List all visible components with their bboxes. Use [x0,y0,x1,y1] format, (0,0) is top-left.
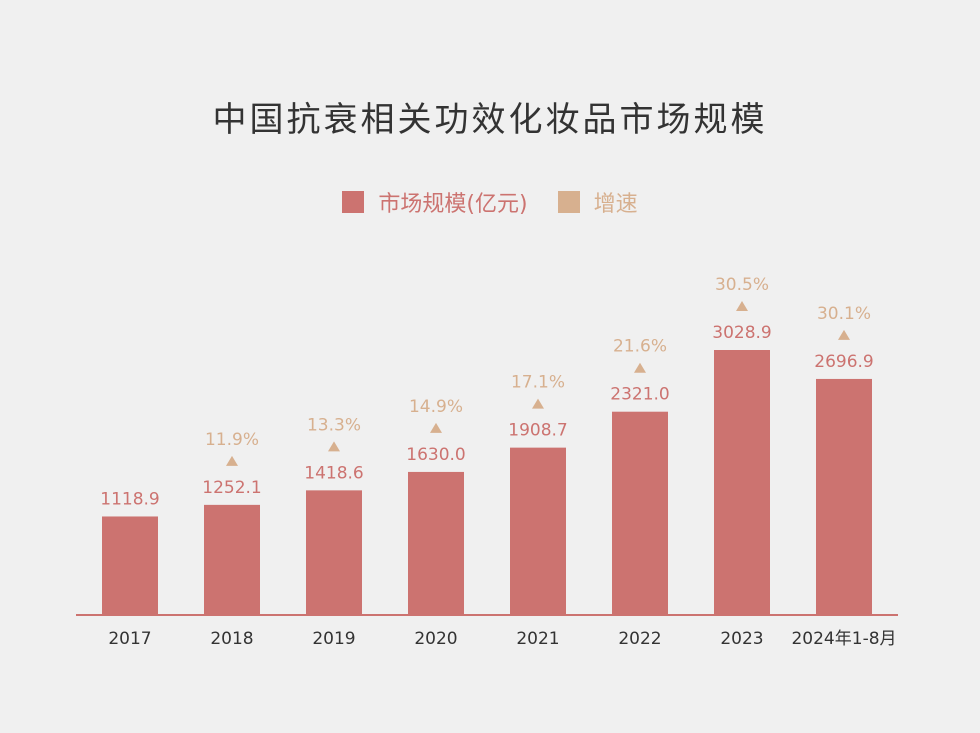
x-tick-label-6: 2023 [720,629,763,649]
growth-label-7: 30.1% [817,304,871,324]
x-tick-label-3: 2020 [414,629,457,649]
legend-swatch-growth [557,191,580,213]
x-tick-label-2: 2019 [312,629,355,649]
bar-5 [612,411,668,614]
x-tick-label-5: 2022 [618,629,661,649]
bar-value-label-5: 2321.0 [610,385,669,405]
growth-arrow-2 [328,441,340,452]
bar-value-label-3: 1630.0 [406,445,465,465]
growth-label-6: 30.5% [715,275,769,295]
growth-arrow-4 [532,398,544,409]
growth-label-5: 21.6% [613,337,667,357]
growth-label-2: 13.3% [307,415,361,435]
growth-arrow-7 [838,329,850,340]
bar-7 [816,378,872,614]
x-tick-label-4: 2021 [516,629,559,649]
growth-arrow-1 [226,455,238,466]
growth-arrow-6 [736,301,748,311]
bar-6 [714,350,770,614]
bar-1 [204,504,260,614]
legend: 市场规模(亿元) 增速 [0,186,980,218]
x-tick-label-0: 2017 [108,629,151,649]
x-tick-label-1: 2018 [210,629,253,649]
bar-0 [102,516,158,614]
bar-value-label-4: 1908.7 [508,421,567,441]
bar-3 [408,471,464,614]
bar-value-label-6: 3028.9 [712,323,771,343]
bar-value-label-2: 1418.6 [304,463,363,483]
x-tick-label-7: 2024年1-8月 [791,629,896,649]
growth-label-4: 17.1% [511,373,565,393]
legend-label-growth: 增速 [593,192,638,217]
growth-arrow-3 [430,422,442,433]
growth-label-3: 14.9% [409,397,463,417]
bar-4 [510,447,566,614]
bar-2 [306,490,362,614]
growth-label-1: 11.9% [205,430,259,450]
growth-arrow-5 [634,362,646,373]
legend-item-market-size: 市场规模(亿元) [342,186,528,218]
bar-value-label-0: 1118.9 [100,489,159,509]
legend-item-growth: 增速 [557,186,638,218]
legend-swatch-market-size [342,191,365,213]
chart-title: 中国抗衰相关功效化妆品市场规模 [212,100,768,140]
bar-value-label-7: 2696.9 [814,352,873,372]
legend-label-market-size: 市场规模(亿元) [378,192,528,217]
bar-value-label-1: 1252.1 [202,478,261,498]
